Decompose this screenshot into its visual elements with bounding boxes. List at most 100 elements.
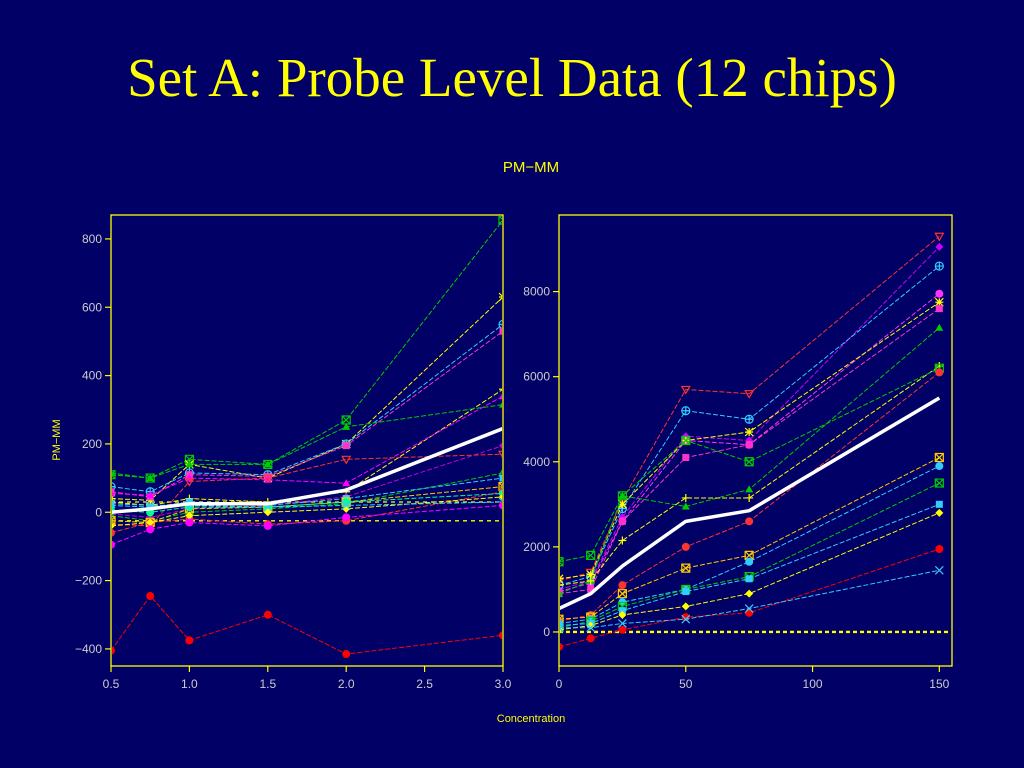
data-point: [342, 422, 351, 430]
series: [112, 493, 502, 529]
right-panel: 0 50 100 150 0 2000 4000 6000 8000: [523, 214, 953, 691]
series-line: [112, 501, 502, 508]
y-tick-label: 8000: [523, 285, 550, 299]
slide-title: Set A: Probe Level Data (12 chips): [127, 47, 897, 108]
y-tick-label: 600: [82, 300, 102, 314]
data-point: [745, 575, 753, 583]
plot-frame: [110, 214, 504, 667]
data-point: [617, 491, 627, 501]
series: [112, 591, 502, 659]
series-line: [112, 504, 502, 545]
data-point: [617, 619, 627, 628]
data-point: [497, 450, 502, 458]
data-point: [184, 477, 195, 487]
data-point: [263, 610, 272, 619]
data-point: [341, 455, 352, 465]
data-point: [263, 460, 272, 468]
data-point: [112, 522, 115, 529]
series: [560, 508, 944, 633]
data-point: [745, 493, 754, 502]
series-line: [112, 404, 502, 479]
data-point: [681, 614, 691, 624]
series: [112, 402, 502, 482]
data-point: [560, 591, 563, 597]
series-line: [112, 331, 502, 498]
series-line: [112, 472, 502, 522]
y-tick-label: 800: [82, 232, 102, 246]
data-point: [499, 327, 502, 335]
series-line: [112, 595, 502, 655]
series-line: [112, 220, 502, 479]
plot-inner: [112, 216, 502, 659]
data-point: [560, 642, 563, 651]
series: [560, 305, 943, 598]
series-line: [560, 512, 940, 631]
data-point: [745, 517, 754, 526]
data-point: [586, 576, 595, 585]
data-point: [341, 415, 351, 425]
data-point: [262, 474, 273, 484]
data-point: [112, 512, 117, 520]
x-tick-label: 100: [803, 677, 823, 691]
data-point: [745, 557, 754, 566]
series-line: [560, 372, 940, 622]
data-point: [681, 435, 691, 446]
data-point: [934, 261, 944, 271]
data-point: [586, 623, 596, 633]
x-tick-label: 1.0: [181, 677, 198, 691]
data-point: [587, 585, 595, 593]
series-line: [112, 396, 502, 496]
data-point: [618, 610, 627, 619]
data-point: [342, 513, 351, 522]
series: [560, 368, 944, 626]
data-point: [934, 232, 945, 242]
data-point: [185, 518, 194, 527]
data-point: [617, 589, 627, 599]
data-point: [618, 536, 627, 545]
data-point: [744, 414, 754, 424]
series-line: [112, 297, 502, 501]
y-tick-label: 0: [95, 505, 102, 519]
plot-frame: [558, 214, 953, 667]
data-point: [263, 521, 272, 530]
data-point: [935, 544, 944, 553]
data-point: [263, 508, 272, 517]
data-point: [935, 500, 943, 508]
data-point: [112, 491, 115, 497]
data-point: [681, 493, 690, 502]
data-point: [497, 469, 502, 477]
series: [112, 450, 502, 532]
data-point: [499, 442, 502, 449]
y-tick-label: 6000: [523, 370, 550, 384]
data-point: [935, 323, 944, 331]
series: [112, 388, 502, 510]
x-tick-label: 50: [679, 677, 693, 691]
series: [560, 452, 944, 624]
data-point: [341, 500, 351, 510]
data-point: [112, 499, 116, 509]
data-point: [935, 508, 944, 517]
series-line: [560, 548, 940, 648]
data-point: [499, 393, 502, 400]
data-point: [680, 385, 691, 395]
y-tick-label: −200: [75, 574, 102, 588]
data-point: [681, 563, 691, 573]
x-tick-label: 3.0: [495, 677, 512, 691]
data-point: [934, 565, 944, 575]
data-point: [681, 602, 690, 611]
data-point: [586, 570, 596, 579]
series-line: [560, 301, 940, 580]
x-tick-label: 2.0: [338, 677, 355, 691]
data-point: [499, 493, 502, 500]
series-line: [112, 477, 502, 508]
series: [112, 393, 502, 499]
data-point: [935, 242, 944, 251]
series-line: [112, 445, 502, 518]
data-point: [112, 482, 116, 492]
series-line: [112, 491, 502, 534]
data-point: [560, 584, 563, 586]
data-point: [681, 542, 690, 551]
data-point: [935, 289, 944, 298]
data-point: [499, 501, 502, 510]
